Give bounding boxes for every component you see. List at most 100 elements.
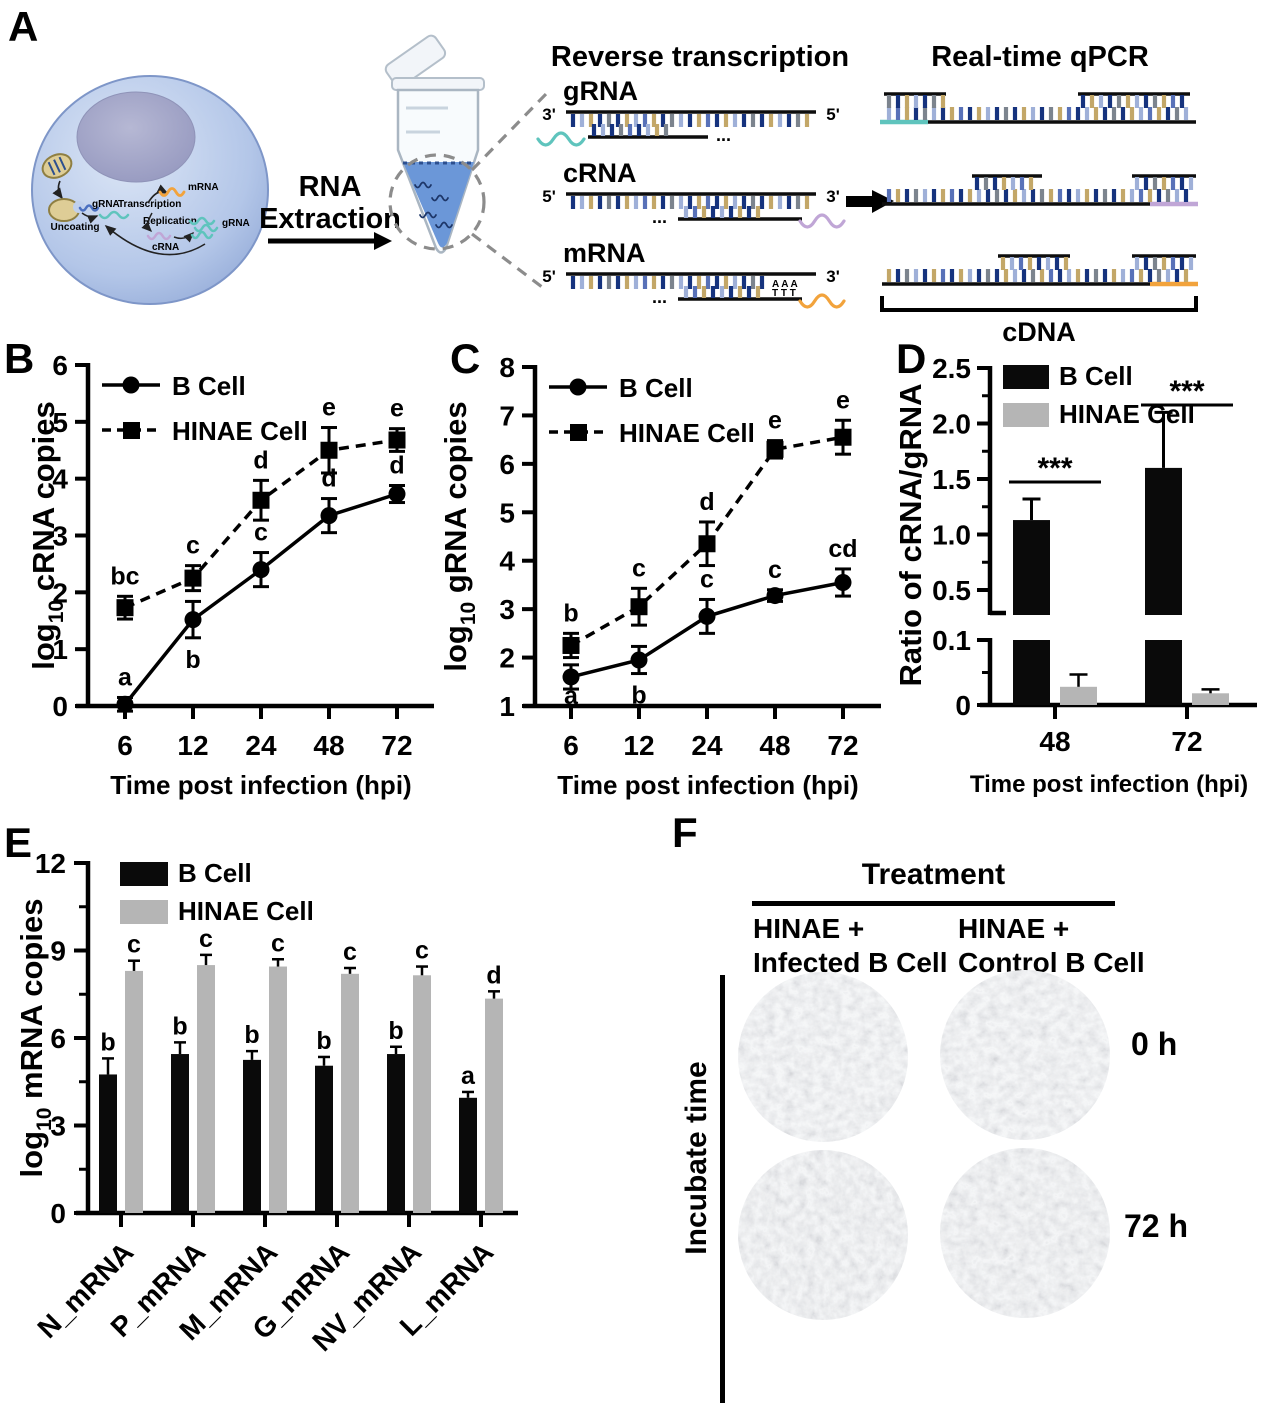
svg-text:3': 3' bbox=[826, 267, 840, 286]
chart-crna-grna-ratio: 0.5 1.0 1.5 2.0 2.5 0 0.1 *** *** 48 72 Time post i… bbox=[895, 353, 1257, 798]
rna-extraction-label: RNA bbox=[299, 171, 362, 203]
sig-letter: c bbox=[271, 929, 285, 957]
y-tick-label: 3 bbox=[499, 594, 515, 625]
bar-hinae bbox=[125, 970, 143, 1213]
svg-text:A A A: A A A bbox=[772, 279, 798, 290]
legend-label: B Cell bbox=[619, 373, 693, 403]
legend: B Cell HINAE Cell bbox=[120, 858, 314, 926]
column-header-line: HINAE + bbox=[753, 913, 865, 944]
qpcr-row bbox=[882, 174, 1198, 207]
data-point bbox=[562, 636, 580, 654]
data-point bbox=[116, 695, 134, 713]
sig-letter: d bbox=[253, 446, 268, 474]
bar-bcell bbox=[387, 1054, 405, 1213]
crna-label: cRNA bbox=[152, 242, 179, 253]
y-tick-label: 6 bbox=[499, 449, 515, 480]
incubate-time-label: Incubate time bbox=[680, 1061, 713, 1255]
grna-product-label: gRNA bbox=[222, 218, 250, 229]
x-tick-label: 72 bbox=[1171, 726, 1202, 757]
data-point bbox=[388, 485, 406, 503]
sig-letter: d bbox=[699, 488, 714, 516]
sig-letter: e bbox=[390, 395, 404, 423]
data-point bbox=[698, 607, 716, 625]
microtube-icon bbox=[384, 34, 485, 254]
cdna-label: cDNA bbox=[1002, 317, 1076, 347]
sig-letter: b bbox=[244, 1021, 259, 1049]
bar-bcell bbox=[243, 1059, 261, 1213]
significance-marker: *** bbox=[1037, 452, 1072, 485]
sig-letter: d bbox=[389, 451, 404, 479]
sig-letter: c bbox=[632, 554, 646, 582]
svg-text:3': 3' bbox=[826, 187, 840, 206]
uncoating-label: Uncoating bbox=[51, 222, 100, 233]
svg-text:...: ... bbox=[652, 207, 667, 227]
cell-nucleus bbox=[76, 91, 196, 183]
sig-letter: c bbox=[700, 565, 714, 593]
incubate-time-axis-line bbox=[720, 975, 725, 1403]
sig-letter: a bbox=[461, 1062, 476, 1090]
legend-label: B Cell bbox=[178, 858, 252, 888]
y-tick-label: 5 bbox=[499, 497, 515, 528]
qpcr-row bbox=[882, 254, 1198, 287]
y-axis-title: Ratio of cRNA/gRNA bbox=[895, 383, 928, 686]
data-point bbox=[766, 587, 784, 605]
legend: B Cell HINAE Cell bbox=[549, 373, 755, 448]
y-tick-label: 2 bbox=[52, 577, 68, 608]
sig-letter: c bbox=[254, 519, 268, 547]
sig-letter: b bbox=[631, 682, 646, 710]
bar-hinae bbox=[1192, 693, 1229, 705]
sig-letter: bc bbox=[110, 562, 139, 590]
x-tick-label: 48 bbox=[313, 730, 344, 761]
sig-letter: c bbox=[186, 532, 200, 560]
x-axis-title: Time post infection (hpi) bbox=[970, 771, 1248, 798]
sig-letter: b bbox=[563, 599, 578, 627]
x-tick-label: 24 bbox=[691, 730, 723, 761]
svg-text:3': 3' bbox=[542, 105, 556, 124]
panel-label-f: F bbox=[672, 809, 698, 856]
legend-label: B Cell bbox=[1059, 361, 1133, 391]
y-tick-label: 5 bbox=[52, 407, 68, 438]
y-axis-title: log10 cRNA copies bbox=[30, 401, 68, 670]
svg-text:...: ... bbox=[716, 125, 731, 145]
series-b-cell: a b c c cd bbox=[562, 535, 858, 710]
panel-label-d: D bbox=[896, 335, 927, 382]
sig-letter: e bbox=[836, 386, 850, 414]
axes bbox=[980, 366, 1257, 708]
row-label-72h: 72 h bbox=[1124, 1208, 1189, 1244]
x-tick-label: 72 bbox=[381, 730, 412, 761]
legend: B Cell HINAE Cell bbox=[1003, 361, 1195, 429]
y-tick-label: 2 bbox=[499, 643, 515, 674]
svg-text:...: ... bbox=[652, 287, 667, 307]
svg-text:T T T: T T T bbox=[772, 288, 796, 299]
data-point bbox=[116, 599, 134, 617]
data-point bbox=[320, 507, 338, 525]
data-point bbox=[320, 441, 338, 459]
x-tick-label: 12 bbox=[623, 730, 654, 761]
svg-text:5': 5' bbox=[542, 187, 556, 206]
panel-label-b: B bbox=[4, 335, 35, 382]
sig-letter: c bbox=[768, 556, 782, 584]
y-tick-label: 9 bbox=[50, 936, 66, 967]
bar-hinae bbox=[1060, 686, 1097, 705]
cdna-bracket bbox=[880, 296, 1198, 312]
y-tick-label: 7 bbox=[499, 400, 515, 431]
rt-row-label: gRNA bbox=[563, 76, 638, 106]
bar-bcell bbox=[315, 1065, 333, 1213]
data-point bbox=[698, 535, 716, 553]
y-axis-title: log10 gRNA copies bbox=[440, 401, 480, 671]
bar-bcell bbox=[99, 1074, 117, 1213]
legend-label: HINAE Cell bbox=[178, 896, 314, 926]
virus-particle-icon bbox=[41, 153, 73, 179]
y-tick-label: 1.0 bbox=[932, 520, 971, 551]
sig-letter: c bbox=[199, 925, 213, 953]
rt-row-gRNA: gRNA 3' 5'... bbox=[536, 76, 840, 147]
sig-letter: e bbox=[322, 394, 336, 422]
rna-extraction-label2: Extraction bbox=[259, 203, 401, 235]
y-tick-label: 8 bbox=[499, 352, 515, 383]
y-tick-label: 0 bbox=[50, 1198, 66, 1229]
sig-letter: b bbox=[100, 1028, 115, 1056]
y-tick-label: 12 bbox=[35, 848, 66, 879]
y-tick-label: 1 bbox=[499, 691, 515, 722]
y-tick-label: 2.5 bbox=[932, 353, 971, 384]
